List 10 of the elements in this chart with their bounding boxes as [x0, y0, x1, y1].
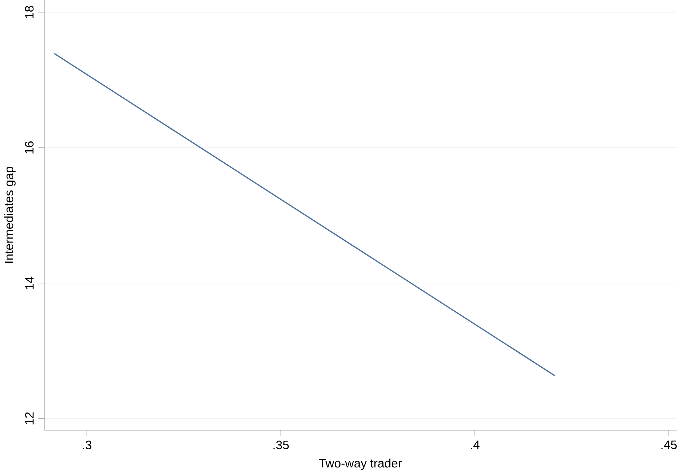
y-axis-title: Intermediates gap — [4, 167, 16, 264]
x-tick-label: .4 — [471, 441, 480, 450]
y-tick-label: 14 — [25, 277, 34, 290]
x-tick-label: .35 — [274, 441, 290, 450]
y-tick-label: 16 — [25, 142, 34, 154]
y-tick-label: 18 — [25, 6, 34, 18]
x-tick-label: .45 — [662, 441, 677, 450]
x-axis-title: Two-way trader — [319, 458, 402, 470]
x-tick-label: .3 — [83, 441, 92, 450]
y-tick-label: 12 — [25, 412, 34, 425]
